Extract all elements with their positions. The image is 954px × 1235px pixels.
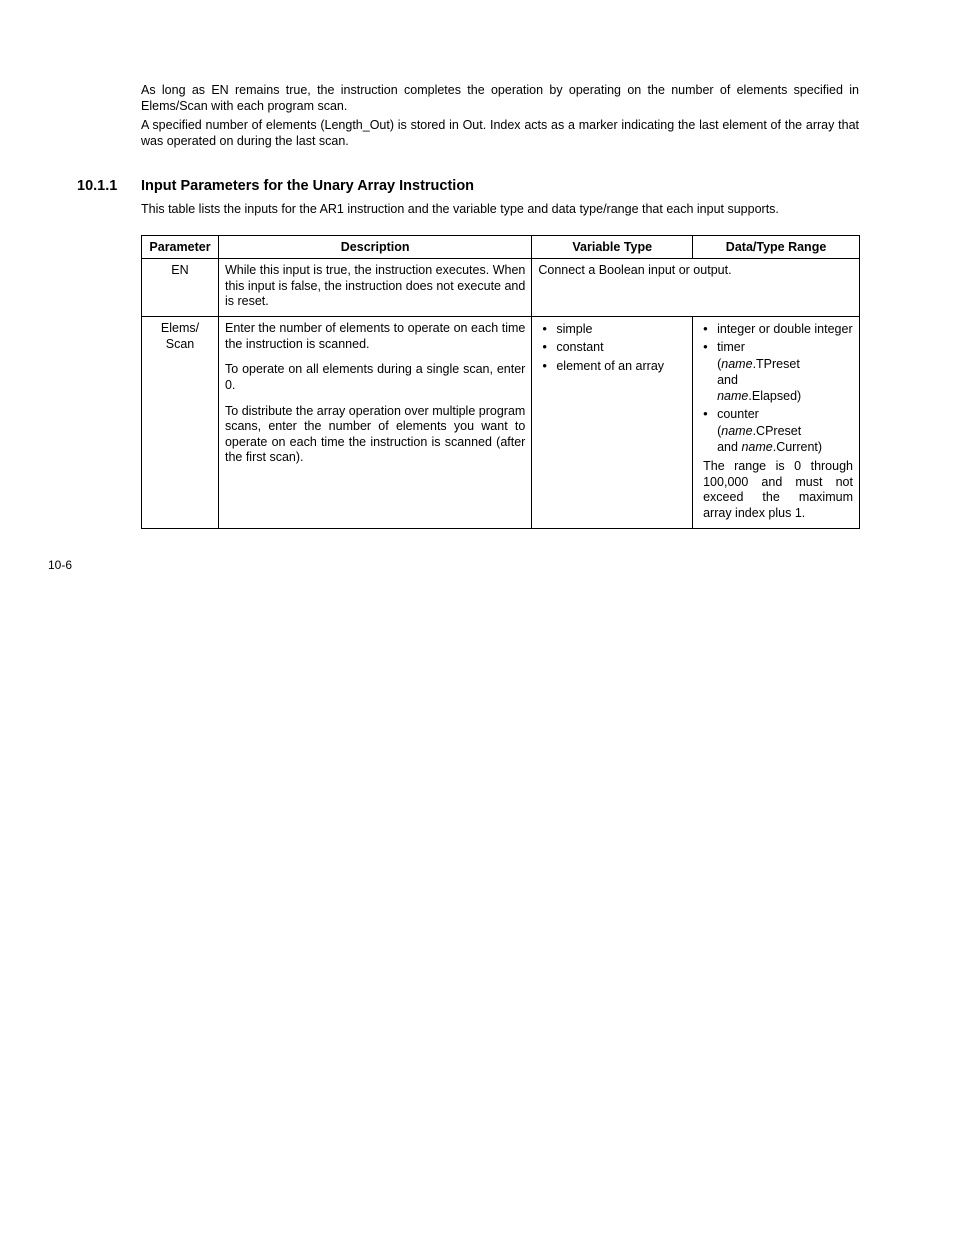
section-title: Input Parameters for the Unary Array Ins… (141, 178, 474, 194)
list-item: simple (542, 321, 686, 337)
list-item: integer or double integer (703, 321, 853, 337)
header-data-range: Data/Type Range (693, 236, 860, 259)
page-number: 10-6 (48, 558, 72, 572)
range-timer-label: timer (717, 340, 745, 354)
section-number: 10.1.1 (48, 178, 141, 194)
header-description: Description (218, 236, 531, 259)
table-row: Elems/ Scan Enter the number of elements… (142, 317, 860, 529)
intro-paragraph-2: A specified number of elements (Length_O… (141, 118, 859, 149)
range-counter-label: counter (717, 407, 759, 421)
range-note: The range is 0 through 100,000 and must … (699, 459, 853, 522)
section-description: This table lists the inputs for the AR1 … (141, 202, 859, 218)
cell-en-description: While this input is true, the instructio… (218, 259, 531, 317)
header-variable-type: Variable Type (532, 236, 693, 259)
table-row: EN While this input is true, the instruc… (142, 259, 860, 317)
cell-en-vtype-range: Connect a Boolean input or output. (532, 259, 860, 317)
list-item: timer (name.TPreset and name.Elapsed) (703, 339, 853, 404)
param-line-1: Elems/ (161, 321, 199, 335)
cell-elems-vtype: simple constant element of an array (532, 317, 693, 529)
range-list: integer or double integer timer (name.TP… (699, 321, 853, 455)
param-line-2: Scan (166, 337, 195, 351)
desc-para-2: To operate on all elements during a sing… (225, 362, 525, 393)
document-page: As long as EN remains true, the instruct… (0, 0, 954, 529)
table-header-row: Parameter Description Variable Type Data… (142, 236, 860, 259)
range-timer-sub2: and (717, 372, 853, 388)
desc-para-1: Enter the number of elements to operate … (225, 321, 525, 352)
header-parameter: Parameter (142, 236, 219, 259)
cell-elems-parameter: Elems/ Scan (142, 317, 219, 529)
cell-elems-description: Enter the number of elements to operate … (218, 317, 531, 529)
range-timer-sub3: name.Elapsed) (717, 388, 853, 404)
desc-para-3: To distribute the array operation over m… (225, 404, 525, 467)
section-heading-row: 10.1.1 Input Parameters for the Unary Ar… (48, 178, 859, 194)
intro-block: As long as EN remains true, the instruct… (141, 83, 859, 150)
list-item: element of an array (542, 358, 686, 374)
intro-paragraph-1: As long as EN remains true, the instruct… (141, 83, 859, 114)
range-counter-sub1: (name.CPreset (717, 423, 853, 439)
list-item: constant (542, 339, 686, 355)
list-item: counter (name.CPreset and name.Current) (703, 406, 853, 455)
cell-en-parameter: EN (142, 259, 219, 317)
parameters-table: Parameter Description Variable Type Data… (141, 235, 860, 528)
cell-elems-range: integer or double integer timer (name.TP… (693, 317, 860, 529)
range-counter-sub2: and name.Current) (717, 439, 853, 455)
range-timer-sub1: (name.TPreset (717, 356, 853, 372)
vtype-list: simple constant element of an array (538, 321, 686, 374)
